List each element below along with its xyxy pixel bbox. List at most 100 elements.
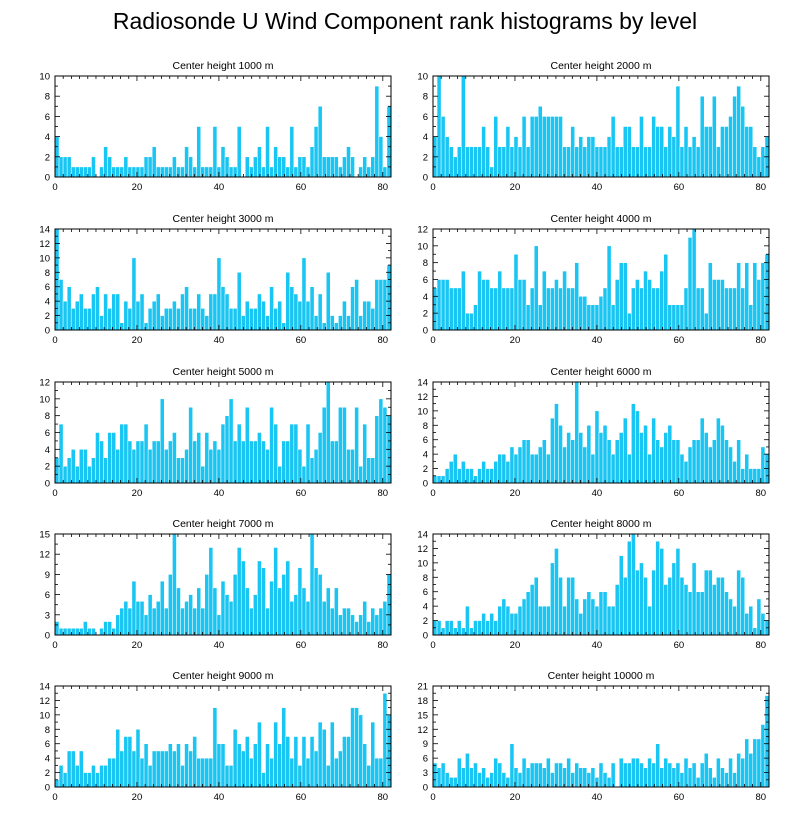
histogram-bar bbox=[119, 750, 125, 788]
histogram-bar bbox=[200, 757, 206, 788]
histogram-bar bbox=[103, 146, 108, 178]
histogram-bar bbox=[160, 580, 165, 636]
histogram-bar bbox=[452, 287, 458, 331]
histogram-bar bbox=[465, 146, 470, 178]
histogram-bar bbox=[192, 440, 197, 484]
histogram-bar bbox=[99, 315, 104, 331]
histogram-bar bbox=[440, 279, 446, 331]
histogram-bar bbox=[485, 620, 490, 636]
histogram-bar bbox=[505, 126, 511, 178]
histogram-bar bbox=[107, 308, 112, 331]
histogram-bar bbox=[168, 166, 173, 178]
histogram-bar bbox=[249, 440, 254, 484]
histogram-bar bbox=[432, 762, 438, 788]
histogram-bar bbox=[517, 279, 523, 331]
histogram-bar bbox=[570, 287, 575, 331]
histogram-bar bbox=[436, 279, 442, 331]
histogram-bar bbox=[683, 584, 689, 636]
histogram-bar bbox=[481, 461, 486, 484]
x-tick-label: 0 bbox=[52, 335, 57, 346]
histogram-bar bbox=[204, 315, 210, 331]
histogram-bar bbox=[382, 601, 388, 636]
histogram-bar bbox=[708, 446, 713, 484]
histogram-bar bbox=[542, 605, 547, 636]
histogram-bar bbox=[139, 293, 145, 331]
histogram-bar bbox=[305, 300, 311, 331]
histogram-bar bbox=[127, 736, 133, 788]
histogram-bar bbox=[358, 465, 363, 484]
histogram-bar bbox=[521, 757, 527, 788]
histogram-bar bbox=[687, 237, 693, 331]
histogram-bar bbox=[220, 580, 226, 636]
histogram-bar bbox=[497, 453, 503, 484]
histogram-bar bbox=[679, 146, 685, 178]
y-tick-label: 6 bbox=[423, 587, 428, 598]
histogram-bar bbox=[281, 440, 287, 484]
histogram-bar bbox=[501, 146, 507, 178]
histogram-bar bbox=[671, 304, 677, 331]
x-tick-label: 80 bbox=[756, 488, 767, 499]
histogram-bar bbox=[325, 587, 331, 636]
histogram-bar bbox=[346, 736, 351, 788]
histogram-bar bbox=[606, 136, 612, 178]
histogram-panel: Center height 2000 m 0 20 40 60 80 0 2 4 6 8 10 bbox=[417, 60, 770, 193]
histogram-bar bbox=[236, 743, 242, 788]
histogram-bar bbox=[655, 540, 660, 636]
histogram-bar bbox=[618, 146, 624, 178]
histogram-bar bbox=[74, 166, 80, 178]
histogram-bar bbox=[566, 577, 571, 636]
x-tick-label: 20 bbox=[510, 488, 521, 499]
histogram-bar bbox=[107, 432, 112, 484]
histogram-bar bbox=[54, 457, 60, 484]
histogram-bar bbox=[115, 293, 121, 331]
histogram-bar bbox=[297, 156, 303, 178]
histogram-bar bbox=[378, 607, 384, 636]
histogram-bar bbox=[127, 607, 133, 636]
histogram-bar bbox=[667, 425, 673, 484]
histogram-bar bbox=[542, 116, 547, 178]
histogram-bar bbox=[509, 146, 515, 178]
histogram-bar bbox=[366, 765, 372, 788]
histogram-bar bbox=[164, 750, 169, 788]
x-tick-label: 40 bbox=[214, 640, 225, 651]
histogram-bar bbox=[712, 95, 717, 178]
histogram-bar bbox=[301, 587, 307, 636]
histogram-bar bbox=[703, 312, 709, 331]
histogram-bar bbox=[752, 146, 758, 178]
histogram-bar bbox=[546, 757, 551, 788]
histogram-bar bbox=[748, 753, 754, 788]
histogram-bar bbox=[313, 449, 319, 484]
histogram-bar bbox=[151, 146, 157, 178]
histogram-bar bbox=[614, 279, 620, 331]
histogram-panel: Center height 7000 m 0 20 40 60 80 0 3 6 9 12 15 bbox=[39, 518, 392, 651]
y-tick-label: 0 bbox=[423, 326, 428, 337]
histogram-bar bbox=[196, 293, 201, 331]
histogram-bar bbox=[452, 777, 458, 788]
histogram-bar bbox=[574, 262, 579, 331]
histogram-bar bbox=[558, 425, 563, 484]
histogram-bar bbox=[517, 446, 523, 484]
histogram-bar bbox=[91, 457, 96, 484]
histogram-bar bbox=[501, 772, 507, 788]
y-tick-label: 12 bbox=[417, 725, 428, 736]
histogram-bar bbox=[212, 440, 218, 484]
x-tick-label: 80 bbox=[756, 640, 767, 651]
histogram-bar bbox=[378, 757, 384, 788]
histogram-bar bbox=[529, 584, 535, 636]
x-tick-label: 40 bbox=[214, 488, 225, 499]
histogram-bar bbox=[623, 577, 628, 636]
histogram-bar bbox=[208, 293, 214, 331]
histogram-bar bbox=[293, 423, 299, 484]
histogram-bar bbox=[127, 440, 133, 484]
histogram-bar bbox=[744, 453, 750, 484]
x-tick-label: 0 bbox=[52, 488, 57, 499]
histogram-bar bbox=[643, 767, 648, 788]
y-tick-label: 14 bbox=[417, 378, 428, 389]
x-tick-label: 0 bbox=[430, 488, 435, 499]
panel-title: Center height 1000 m bbox=[173, 60, 274, 72]
histogram-panel: Center height 4000 m 0 20 40 60 80 0 2 4 6 8 10 12 bbox=[417, 213, 770, 346]
histogram-bar bbox=[180, 457, 185, 484]
histogram-bar bbox=[131, 580, 137, 636]
histogram-bar bbox=[501, 453, 507, 484]
panel-title: Center height 8000 m bbox=[551, 518, 652, 530]
